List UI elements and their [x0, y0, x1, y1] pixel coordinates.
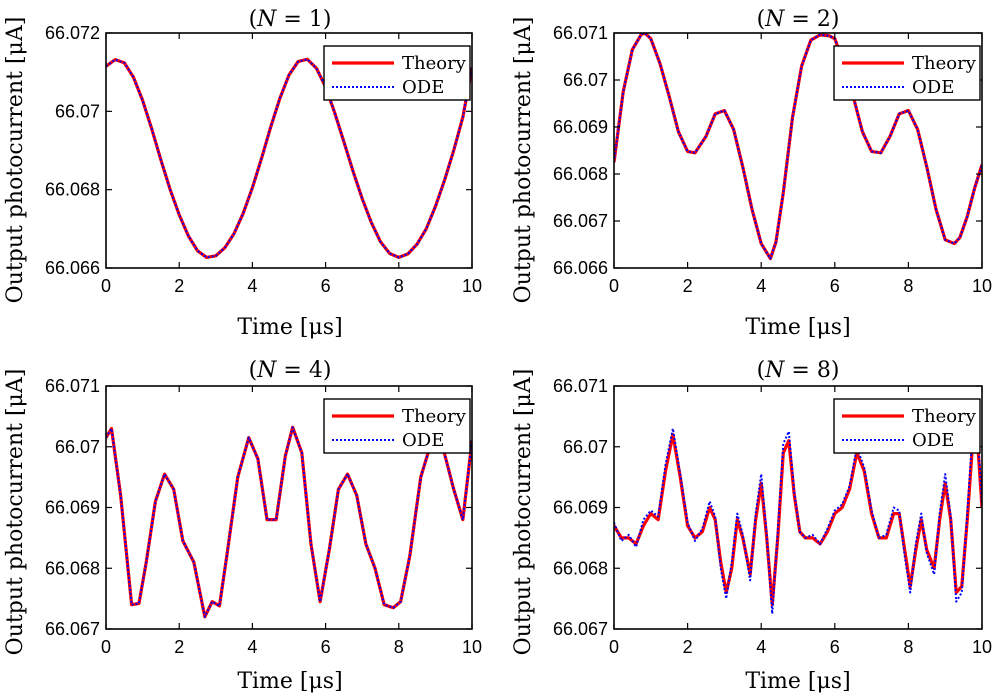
y-tick-label: 66.07 — [563, 70, 608, 90]
legend-ode-label: ODE — [402, 77, 444, 98]
y-axis-label: Output photocurrent [μA] — [3, 17, 28, 304]
y-tick-label: 66.067 — [553, 619, 608, 639]
ode-series-line — [106, 58, 472, 259]
x-tick-label: 8 — [394, 637, 404, 657]
panel-n2: (N = 2) 0 2 4 6 8 10 66.066 66.067 66.068 66.069 6… — [511, 7, 992, 340]
axes-box — [613, 32, 983, 269]
panel-n4: (N = 4) 0 2 4 6 8 10 66.067 66.068 66.069 66.07 66… — [3, 358, 482, 694]
x-tick-label: 0 — [101, 276, 111, 296]
x-tick-label: 4 — [756, 637, 766, 657]
y-tick-label: 66.067 — [45, 619, 100, 639]
plot-area-n4: 0 2 4 6 8 10 66.067 66.068 66.069 66.07 66.071 Theo… — [45, 376, 482, 657]
legend-box — [323, 45, 471, 101]
x-tick-label: 4 — [756, 276, 766, 296]
panel-n8: (N = 8) 0 2 4 6 8 10 66.067 66.068 66.069 66.07 66… — [511, 358, 992, 694]
legend-ode-label: ODE — [402, 430, 444, 451]
legend-box — [323, 398, 471, 454]
y-tick-label: 66.069 — [45, 498, 100, 518]
y-axis-label: Output photocurrent [μA] — [511, 17, 536, 304]
x-tick-label: 2 — [683, 637, 693, 657]
theory-series-line — [106, 425, 472, 619]
y-tick-label: 66.069 — [553, 498, 608, 518]
x-tick-label: 10 — [972, 276, 992, 296]
legend: Theory ODE — [323, 45, 471, 101]
x-tick-label: 4 — [247, 637, 257, 657]
x-tick-label: 10 — [462, 637, 482, 657]
panel-title: (N = 1) — [249, 7, 332, 32]
x-tick-label: 6 — [321, 637, 331, 657]
x-axis-label: Time [μs] — [237, 315, 342, 340]
y-tick-label: 66.066 — [45, 258, 100, 278]
x-tick-label: 10 — [462, 276, 482, 296]
y-tick-label: 66.072 — [45, 23, 100, 43]
panel-n1: (N = 1) 0 2 4 6 8 10 66.066 66.068 66.07 66.072 Th… — [3, 7, 482, 340]
y-axis-label: Output photocurrent [μA] — [511, 369, 536, 656]
axes-box — [105, 32, 473, 269]
legend: Theory ODE — [833, 45, 981, 101]
legend: Theory ODE — [833, 398, 981, 454]
ode-series-line — [614, 33, 982, 260]
x-axis-label: Time [μs] — [745, 315, 850, 340]
x-tick-label: 8 — [903, 276, 913, 296]
legend-theory-label: Theory — [402, 406, 467, 427]
y-tick-label: 66.068 — [553, 164, 608, 184]
y-tick-label: 66.068 — [45, 180, 100, 200]
ode-series-line — [614, 427, 982, 615]
plot-area-n8: 0 2 4 6 8 10 66.067 66.068 66.069 66.07 66.071 Theo… — [553, 376, 992, 657]
x-tick-label: 6 — [830, 637, 840, 657]
legend-box — [833, 45, 981, 101]
panel-title: (N = 2) — [757, 7, 840, 32]
x-axis-label: Time [μs] — [237, 669, 342, 694]
y-tick-label: 66.066 — [553, 258, 608, 278]
x-tick-label: 2 — [174, 637, 184, 657]
x-tick-label: 6 — [321, 276, 331, 296]
y-tick-label: 66.071 — [553, 376, 608, 396]
y-tick-label: 66.071 — [553, 23, 608, 43]
y-tick-label: 66.067 — [553, 211, 608, 231]
panel-title: (N = 4) — [249, 358, 332, 383]
x-tick-label: 4 — [247, 276, 257, 296]
legend: Theory ODE — [323, 398, 471, 454]
x-tick-label: 0 — [101, 637, 111, 657]
x-axis-label: Time [μs] — [745, 669, 850, 694]
x-tick-label: 8 — [903, 637, 913, 657]
y-tick-label: 66.07 — [55, 437, 100, 457]
y-axis-label: Output photocurrent [μA] — [3, 369, 28, 656]
x-tick-label: 2 — [174, 276, 184, 296]
x-tick-label: 0 — [609, 276, 619, 296]
x-tick-label: 2 — [683, 276, 693, 296]
plot-area-n2: 0 2 4 6 8 10 66.066 66.067 66.068 66.069 66.07 66.0… — [553, 23, 992, 296]
x-tick-label: 10 — [972, 637, 992, 657]
x-tick-label: 6 — [830, 276, 840, 296]
ode-series-line — [106, 426, 472, 618]
y-tick-label: 66.068 — [553, 558, 608, 578]
legend-ode-label: ODE — [912, 77, 954, 98]
legend-theory-label: Theory — [912, 406, 977, 427]
y-tick-label: 66.071 — [45, 376, 100, 396]
legend-theory-label: Theory — [402, 53, 467, 74]
panel-title: (N = 8) — [757, 358, 840, 383]
legend-theory-label: Theory — [912, 53, 977, 74]
x-tick-label: 8 — [394, 276, 404, 296]
y-tick-label: 66.068 — [45, 558, 100, 578]
y-tick-label: 66.07 — [563, 437, 608, 457]
plot-area-n1: 0 2 4 6 8 10 66.066 66.068 66.07 66.072 Theory ODE — [45, 23, 482, 296]
x-tick-label: 0 — [609, 637, 619, 657]
y-tick-label: 66.069 — [553, 117, 608, 137]
legend-ode-label: ODE — [912, 430, 954, 451]
legend-box — [833, 398, 981, 454]
y-tick-label: 66.07 — [55, 101, 100, 121]
